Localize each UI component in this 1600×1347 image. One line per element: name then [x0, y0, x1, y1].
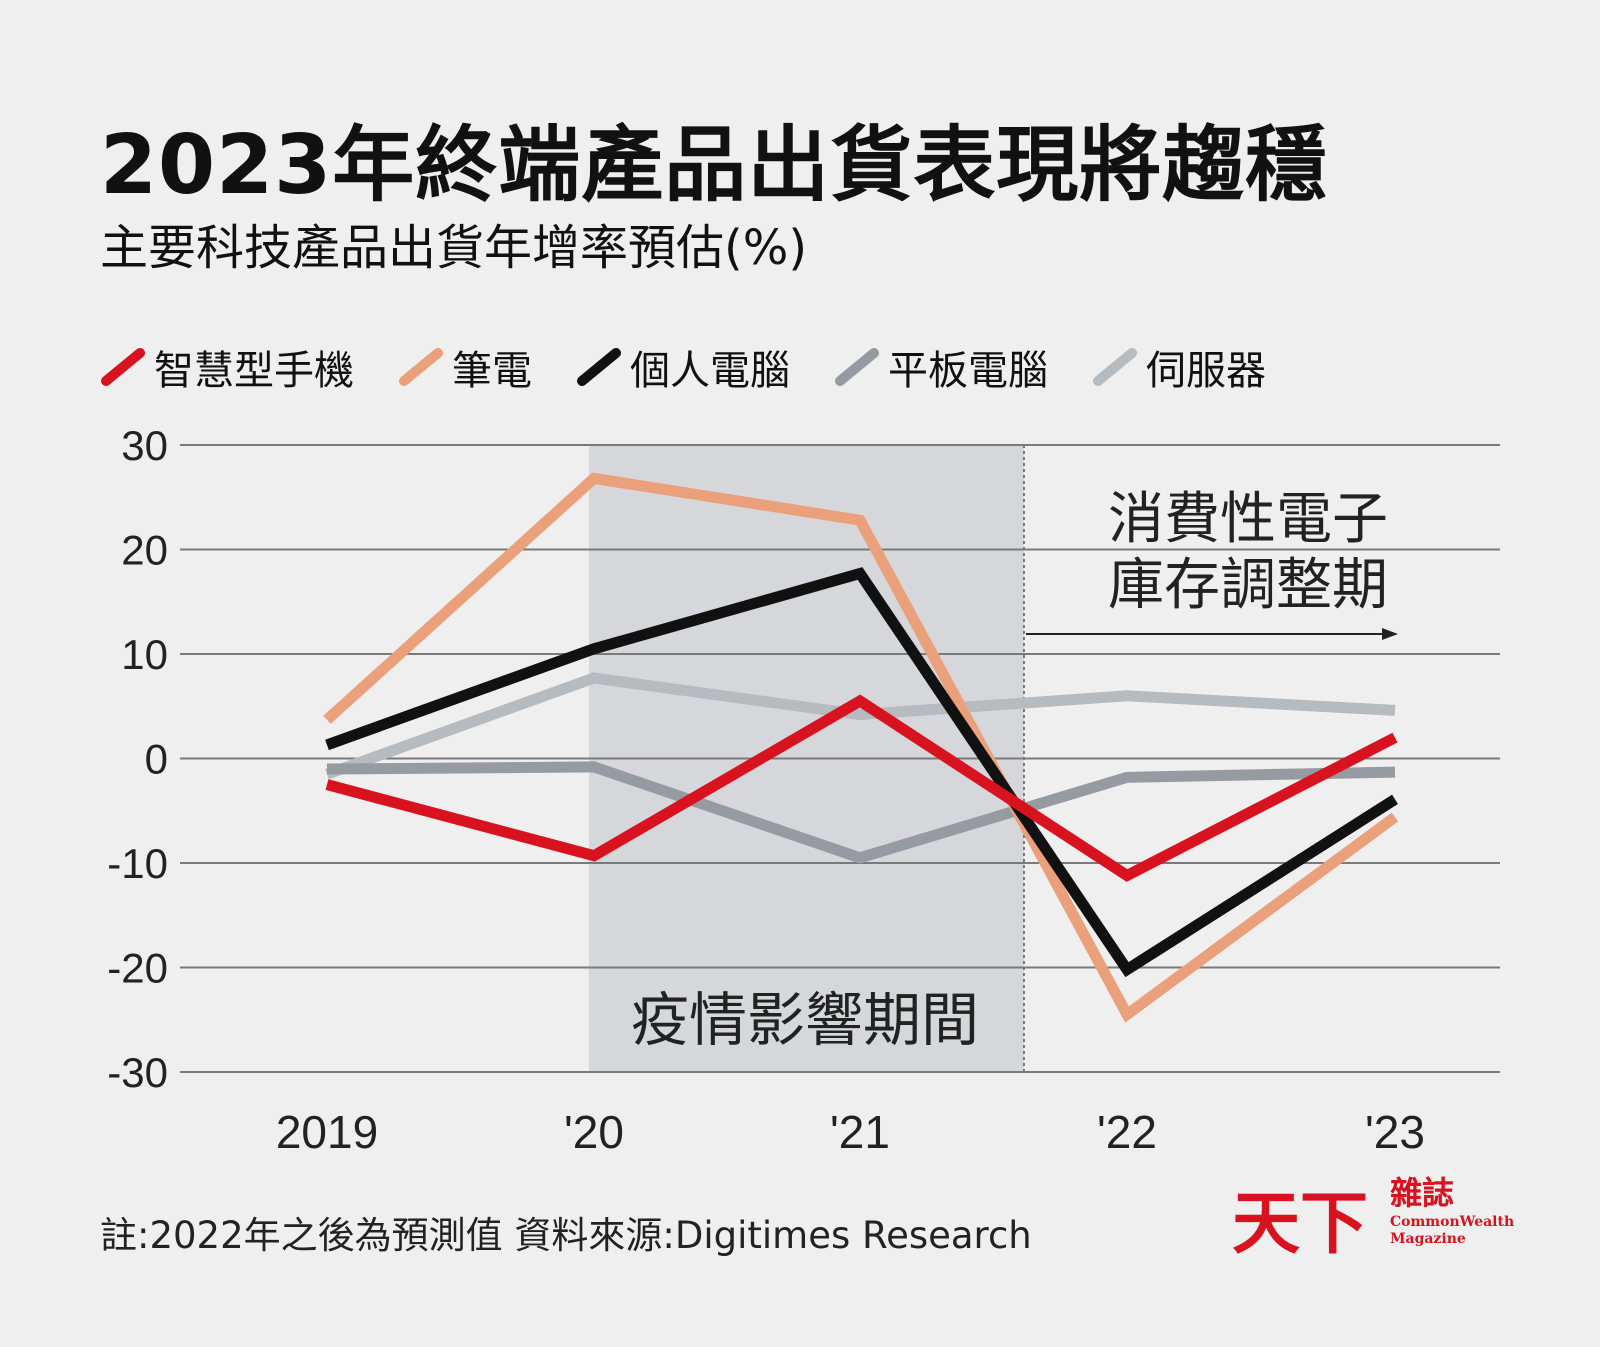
legend-item-pc: 個人電腦	[576, 338, 790, 396]
y-tick-label: 30	[121, 422, 168, 469]
chart-title: 2023年終端產品出貨表現將趨穩	[100, 118, 1329, 213]
x-tick-label: '22	[1097, 1106, 1157, 1158]
y-tick-label: 10	[121, 631, 168, 678]
series-line-server	[325, 672, 1396, 780]
legend-swatch-notebook	[399, 348, 443, 386]
x-tick-label: '20	[564, 1106, 624, 1158]
series-line-pc	[325, 567, 1398, 978]
series-line-notebook	[323, 472, 1399, 1023]
y-tick-label: 0	[145, 736, 168, 783]
inventory-period-label-line2: 庫存調整期	[1108, 553, 1388, 618]
pandemic-period-label: 疫情影響期間	[631, 986, 979, 1054]
brand-logo-english: CommonWealth Magazine	[1390, 1214, 1514, 1248]
brand-logo-main: 天下	[1232, 1184, 1369, 1264]
series-line-tablet	[326, 761, 1396, 864]
y-tick-label: -10	[107, 840, 168, 887]
legend-label-server: 伺服器	[1146, 348, 1266, 394]
legend-swatch-server	[1093, 348, 1137, 386]
series-line-smartphone	[325, 694, 1398, 882]
y-tick-label: 20	[121, 527, 168, 574]
legend-swatch-pc	[577, 348, 621, 386]
y-tick-label: -20	[107, 945, 168, 992]
brand-logo-english-line1: CommonWealth	[1390, 1214, 1515, 1230]
legend-swatch-tablet	[835, 348, 879, 386]
brand-logo-english-line2: Magazine	[1390, 1231, 1466, 1247]
brand-logo: 天下 雜誌 CommonWealth Magazine	[1232, 1168, 1532, 1264]
legend-item-server: 伺服器	[1092, 338, 1266, 396]
legend-label-tablet: 平板電腦	[888, 348, 1048, 394]
legend-item-smartphone: 智慧型手機	[100, 338, 354, 396]
legend-item-notebook: 筆電	[398, 338, 532, 396]
legend-item-tablet: 平板電腦	[834, 338, 1048, 396]
x-tick-label: '21	[830, 1106, 890, 1158]
y-tick-label: -30	[107, 1049, 168, 1096]
chart-subtitle: 主要科技產品出貨年增率預估(%)	[100, 220, 808, 276]
legend-label-pc: 個人電腦	[630, 348, 790, 394]
inventory-period-label-line1: 消費性電子	[1108, 487, 1388, 552]
x-tick-label: 2019	[276, 1106, 378, 1158]
legend-swatch-smartphone	[101, 348, 145, 386]
legend: 智慧型手機 筆電 個人電腦 平板電腦 伺服器	[100, 338, 1310, 396]
x-tick-label: '23	[1365, 1106, 1425, 1158]
brand-logo-sub: 雜誌	[1390, 1174, 1455, 1212]
footnote: 註:2022年之後為預測值 資料來源:Digitimes Research	[100, 1214, 1032, 1257]
legend-label-smartphone: 智慧型手機	[154, 348, 354, 394]
legend-label-notebook: 筆電	[452, 348, 532, 394]
inventory-period-arrowhead	[1382, 628, 1398, 640]
